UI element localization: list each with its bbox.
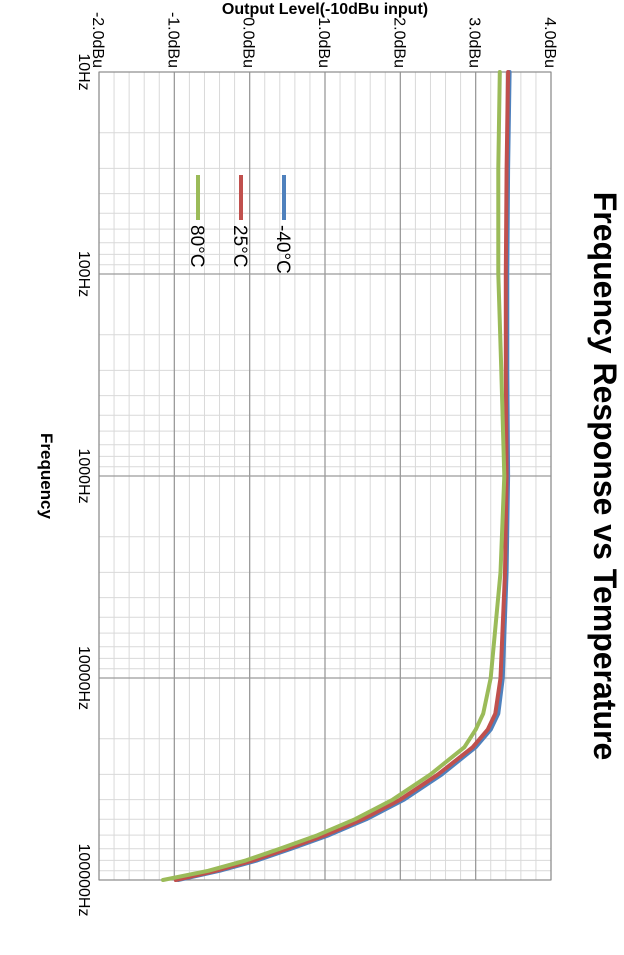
x-axis-label: Frequency <box>37 433 56 520</box>
legend-label-1: 25°C <box>229 225 250 267</box>
plot-frame <box>98 71 552 881</box>
x-tick-labels: 10Hz 100Hz 1000Hz 10000Hz 100000Hz <box>75 53 92 916</box>
y-tick-label: 3.0dBu <box>466 17 483 68</box>
y-tick-label: 4.0dBu <box>541 17 558 68</box>
x-tick-label: 100Hz <box>75 251 92 297</box>
x-tick-label: 10Hz <box>75 53 92 90</box>
series-line-2 <box>161 70 507 882</box>
x-tick-label: 10000Hz <box>75 646 92 710</box>
y-tick-label: 0.0dBu <box>240 17 257 68</box>
chart-title: Frequency Response vs Temperature <box>587 192 623 761</box>
y-tick-label: -2.0dBu <box>89 12 106 68</box>
y-tick-labels: 4.0dBu 3.0dBu 2.0dBu 1.0dBu 0.0dBu -1.0dBu -2.… <box>89 12 558 68</box>
y-tick-label: -1.0dBu <box>164 12 181 68</box>
y-tick-label: 2.0dBu <box>390 17 407 68</box>
y-tick-label: 1.0dBu <box>315 17 332 68</box>
y-axis-label: Output Level(-10dBu input) <box>222 1 428 18</box>
series-line-1 <box>173 70 511 882</box>
legend-label-2: 80°C <box>186 225 207 267</box>
legend-label-0: -40°C <box>272 225 293 274</box>
x-tick-label: 1000Hz <box>75 448 92 503</box>
x-tick-label: 100000Hz <box>75 844 92 917</box>
series-layer <box>161 70 512 882</box>
legend: -40°C 25°C 80°C <box>186 175 293 274</box>
